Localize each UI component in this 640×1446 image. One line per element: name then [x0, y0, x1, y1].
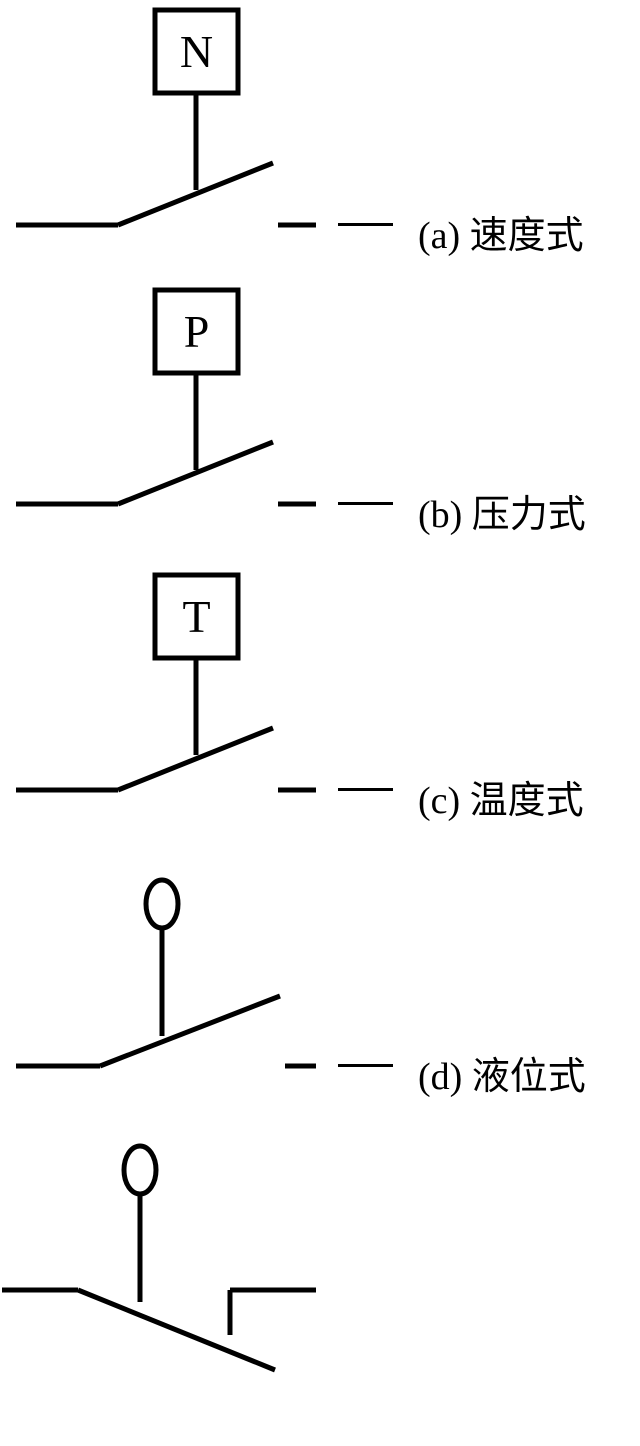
dash-c: [338, 788, 393, 791]
symbol-d: [16, 880, 316, 1066]
svg-text:P: P: [184, 306, 210, 357]
symbol-c: T: [16, 575, 316, 790]
symbol-e: [2, 1146, 316, 1370]
svg-text:N: N: [180, 26, 213, 77]
label-c: (c) 温度式: [418, 769, 584, 824]
label-b: (b) 压力式: [418, 483, 586, 538]
dash-a: [338, 223, 393, 226]
symbol-a: N: [16, 10, 316, 225]
label-a: (a) 速度式: [418, 204, 584, 259]
dash-d: [338, 1064, 393, 1067]
dash-b: [338, 502, 393, 505]
symbol-b: P: [16, 290, 316, 504]
label-d: (d) 液位式: [418, 1045, 586, 1100]
svg-text:T: T: [182, 591, 210, 642]
